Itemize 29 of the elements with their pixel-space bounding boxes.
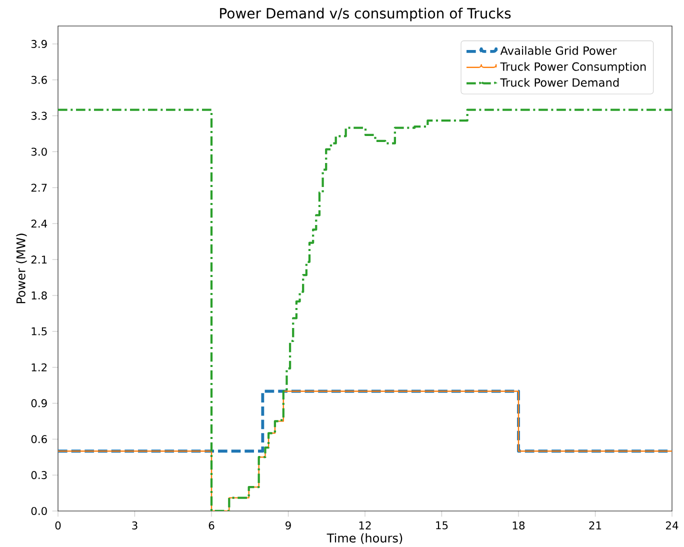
y-tick-label: 3.6 [31,76,47,84]
y-tick-label: 3.9 [31,40,47,48]
chart-title: Power Demand v/s consumption of Trucks [220,8,511,22]
legend-label: Available Grid Power [500,46,617,55]
x-tick-label: 9 [286,521,291,530]
x-tick-label: 0 [55,521,61,530]
y-tick-label: 0.9 [31,399,47,408]
x-tick-label: 15 [436,521,448,530]
y-tick-label: 1.5 [32,327,47,336]
y-axis-title: Power (MW) [16,234,27,304]
y-tick-label: 2.4 [31,220,48,228]
y-tick-label: 3.0 [31,148,47,156]
legend-label: Truck Power Demand [500,78,619,87]
x-tick-label: 21 [589,521,602,530]
y-tick-label: 1.2 [32,363,47,372]
y-tick-label: 0.3 [31,471,47,480]
x-tick-label: 3 [132,521,138,530]
y-tick-label: 2.7 [31,184,47,192]
legend-label: Truck Power Consumption [500,62,646,74]
x-tick-label: 18 [512,521,525,530]
x-tick-label: 6 [208,521,214,530]
x-tick-label: 12 [359,521,371,530]
y-tick-label: 1.8 [32,291,47,300]
y-tick-label: 3.3 [31,112,47,120]
y-tick-label: 0.6 [31,435,47,444]
y-tick-label: 0.0 [31,506,47,516]
x-tick-label: 24 [666,521,678,530]
x-axis-title: Time (hours) [326,533,402,544]
y-tick-label: 2.1 [31,256,47,264]
